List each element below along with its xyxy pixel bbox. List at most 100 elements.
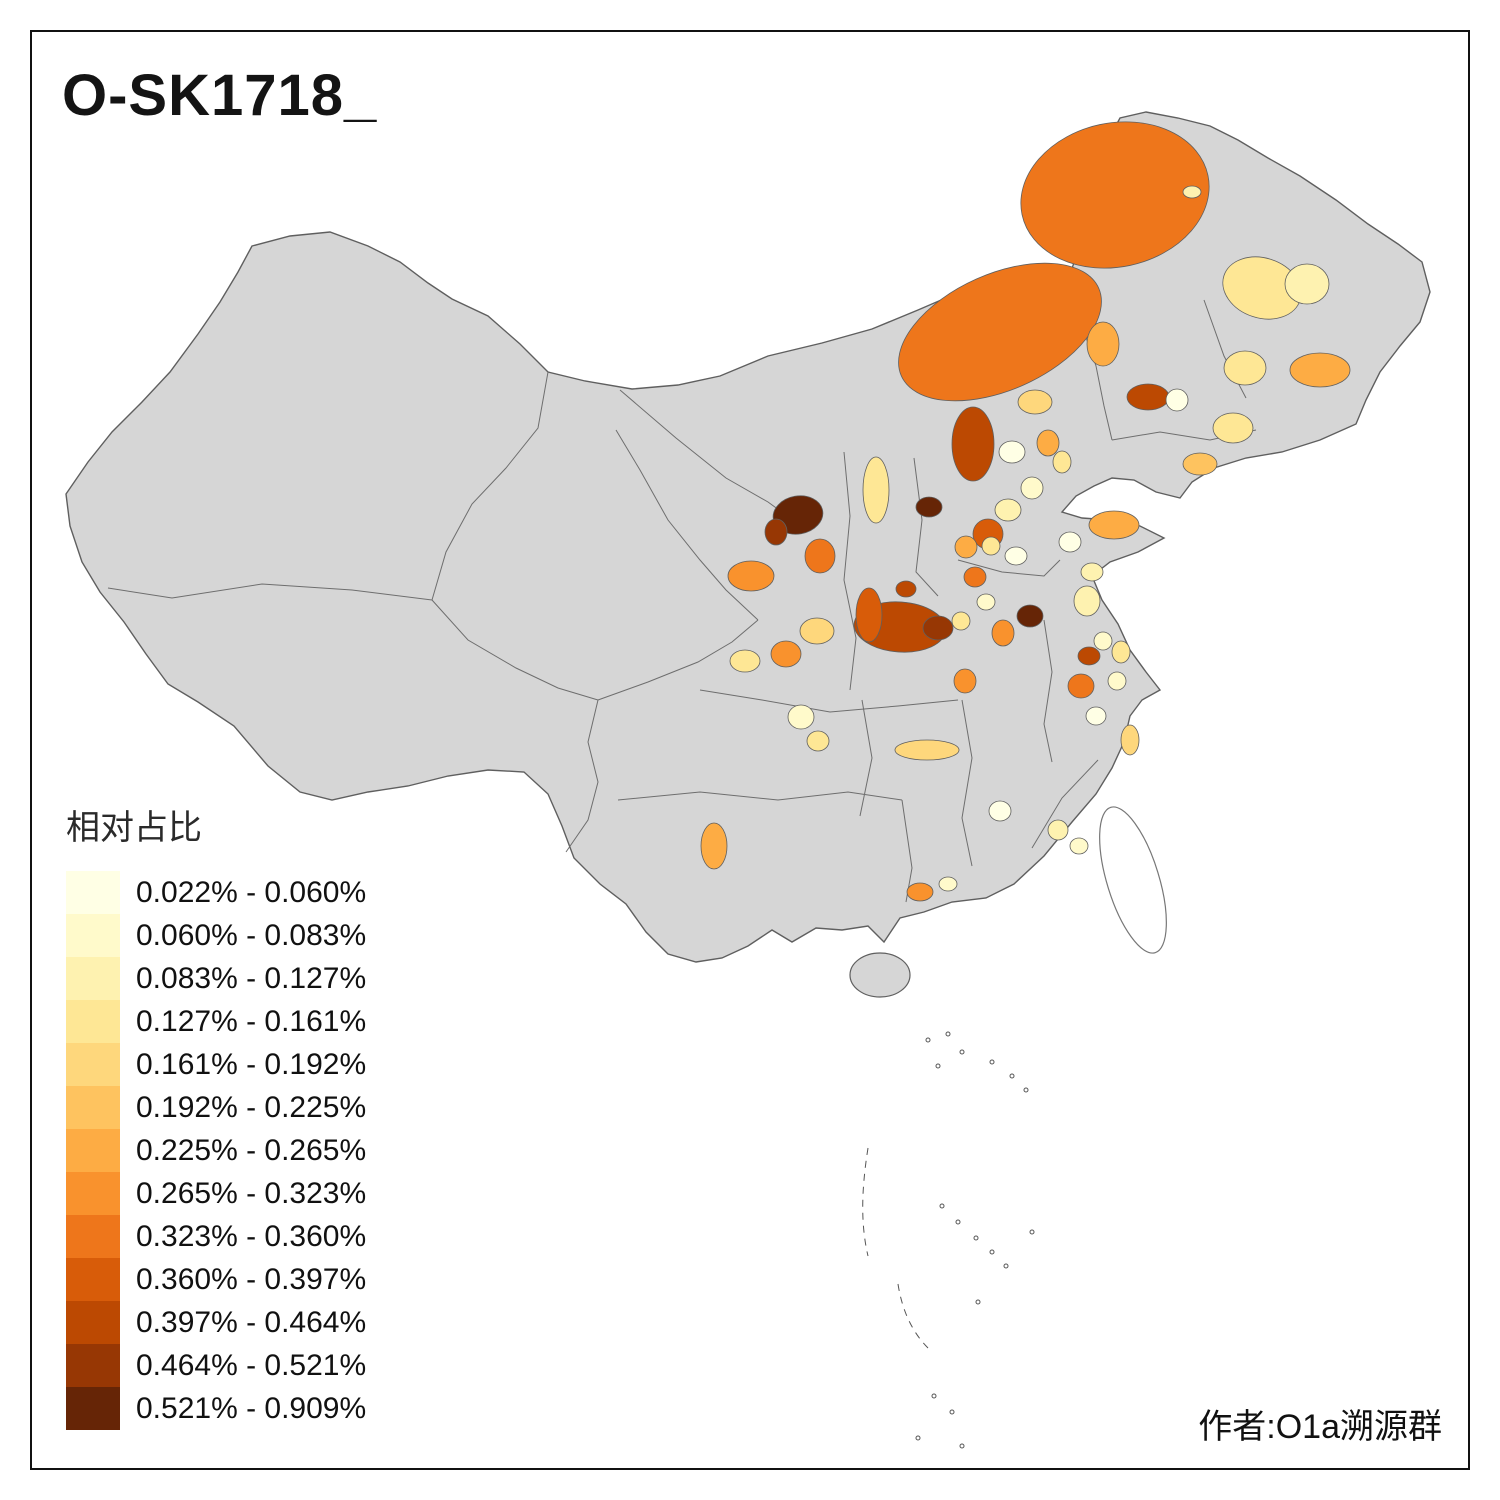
map-region	[938, 876, 958, 892]
map-region	[1223, 350, 1267, 386]
map-region	[1020, 476, 1044, 500]
map-region	[1120, 724, 1140, 756]
map-region	[898, 262, 1102, 402]
map-region	[906, 882, 934, 902]
legend-label: 0.265% - 0.323%	[136, 1176, 367, 1210]
legend-label: 0.083% - 0.127%	[136, 961, 367, 995]
map-region	[953, 668, 977, 694]
legend-swatch	[66, 1172, 120, 1215]
map-region	[1088, 510, 1140, 540]
legend-swatch	[66, 1215, 120, 1258]
attribution-text: 作者:O1a溯源群	[1198, 1408, 1442, 1446]
map-region	[1067, 673, 1095, 699]
legend-title: 相对占比	[66, 809, 202, 847]
legend-swatch	[66, 1129, 120, 1172]
legend-item: 0.060% - 0.083%	[66, 914, 366, 957]
map-region	[991, 619, 1015, 647]
map-region	[1086, 321, 1120, 367]
map-region	[1058, 531, 1082, 553]
map-region	[1182, 452, 1218, 476]
map-region	[1165, 388, 1189, 412]
legend-item: 0.521% - 0.909%	[66, 1387, 366, 1430]
legend-label: 0.521% - 0.909%	[136, 1391, 367, 1425]
legend-label: 0.397% - 0.464%	[136, 1305, 367, 1339]
map-region	[727, 560, 775, 592]
map-region	[1289, 352, 1351, 388]
legend-item: 0.265% - 0.323%	[66, 1172, 366, 1215]
legend-swatch	[66, 1043, 120, 1086]
map-region	[1069, 837, 1089, 855]
map-region	[1073, 585, 1101, 617]
map-region	[1004, 546, 1028, 566]
map-region	[1077, 646, 1101, 666]
legend-item: 0.464% - 0.521%	[66, 1344, 366, 1387]
map-region	[1093, 631, 1113, 651]
legend-label: 0.060% - 0.083%	[136, 918, 367, 952]
map-region	[1036, 429, 1060, 457]
map-region	[799, 617, 835, 645]
map-region	[700, 822, 728, 870]
map-region	[981, 536, 1001, 556]
legend-swatch	[66, 914, 120, 957]
map-region	[729, 649, 761, 673]
legend-item: 0.127% - 0.161%	[66, 1000, 366, 1043]
map-region	[988, 800, 1012, 822]
legend-label: 0.360% - 0.397%	[136, 1262, 367, 1296]
map-region	[951, 611, 971, 631]
map-region	[994, 498, 1022, 522]
map-region	[1017, 389, 1053, 415]
map-region	[1182, 185, 1202, 199]
map-region	[770, 640, 802, 668]
legend-rows: 0.022% - 0.060% 0.060% - 0.083% 0.083% - 0…	[66, 871, 366, 1430]
map-region	[1085, 706, 1107, 726]
map-region	[764, 518, 788, 546]
legend-item: 0.360% - 0.397%	[66, 1258, 366, 1301]
legend-swatch	[66, 1000, 120, 1043]
map-region	[1047, 819, 1069, 841]
map-region	[976, 593, 996, 611]
map-region	[1126, 383, 1170, 411]
map-region	[855, 587, 883, 643]
map-region	[1080, 562, 1104, 582]
map-region	[922, 615, 954, 641]
map-region	[804, 538, 836, 574]
map-region	[1052, 450, 1072, 474]
legend-label: 0.127% - 0.161%	[136, 1004, 367, 1038]
legend-swatch	[66, 1258, 120, 1301]
legend-item: 0.083% - 0.127%	[66, 957, 366, 1000]
legend-label: 0.022% - 0.060%	[136, 875, 367, 909]
legend-label: 0.464% - 0.521%	[136, 1348, 367, 1382]
map-region	[951, 406, 995, 482]
hainan-island	[849, 952, 911, 998]
map-region	[998, 440, 1026, 464]
south-china-sea-islands	[862, 1031, 1035, 1449]
legend-swatch	[66, 1086, 120, 1129]
map-region	[894, 739, 960, 761]
legend-label: 0.192% - 0.225%	[136, 1090, 367, 1124]
map-region	[895, 580, 917, 598]
map-region	[806, 730, 830, 752]
taiwan-island	[1099, 806, 1167, 954]
legend-item: 0.225% - 0.265%	[66, 1129, 366, 1172]
legend-label: 0.225% - 0.265%	[136, 1133, 367, 1167]
page-title: O-SK1718_	[62, 63, 378, 128]
legend-item: 0.022% - 0.060%	[66, 871, 366, 914]
legend-item: 0.397% - 0.464%	[66, 1301, 366, 1344]
legend-item: 0.161% - 0.192%	[66, 1043, 366, 1086]
legend-swatch	[66, 871, 120, 914]
legend-swatch	[66, 957, 120, 1000]
map-region	[963, 566, 987, 588]
legend-item: 0.323% - 0.360%	[66, 1215, 366, 1258]
map-region	[1020, 121, 1210, 269]
map-region	[862, 456, 890, 524]
map-region	[1107, 671, 1127, 691]
map-region	[1016, 604, 1044, 628]
map-legend: 相对占比 0.022% - 0.060% 0.060% - 0.083% 0.083…	[66, 800, 366, 1430]
map-region	[1111, 640, 1131, 664]
choropleth-regions	[700, 121, 1351, 902]
legend-swatch	[66, 1387, 120, 1430]
legend-item: 0.192% - 0.225%	[66, 1086, 366, 1129]
map-region	[1284, 263, 1330, 305]
legend-swatch	[66, 1301, 120, 1344]
